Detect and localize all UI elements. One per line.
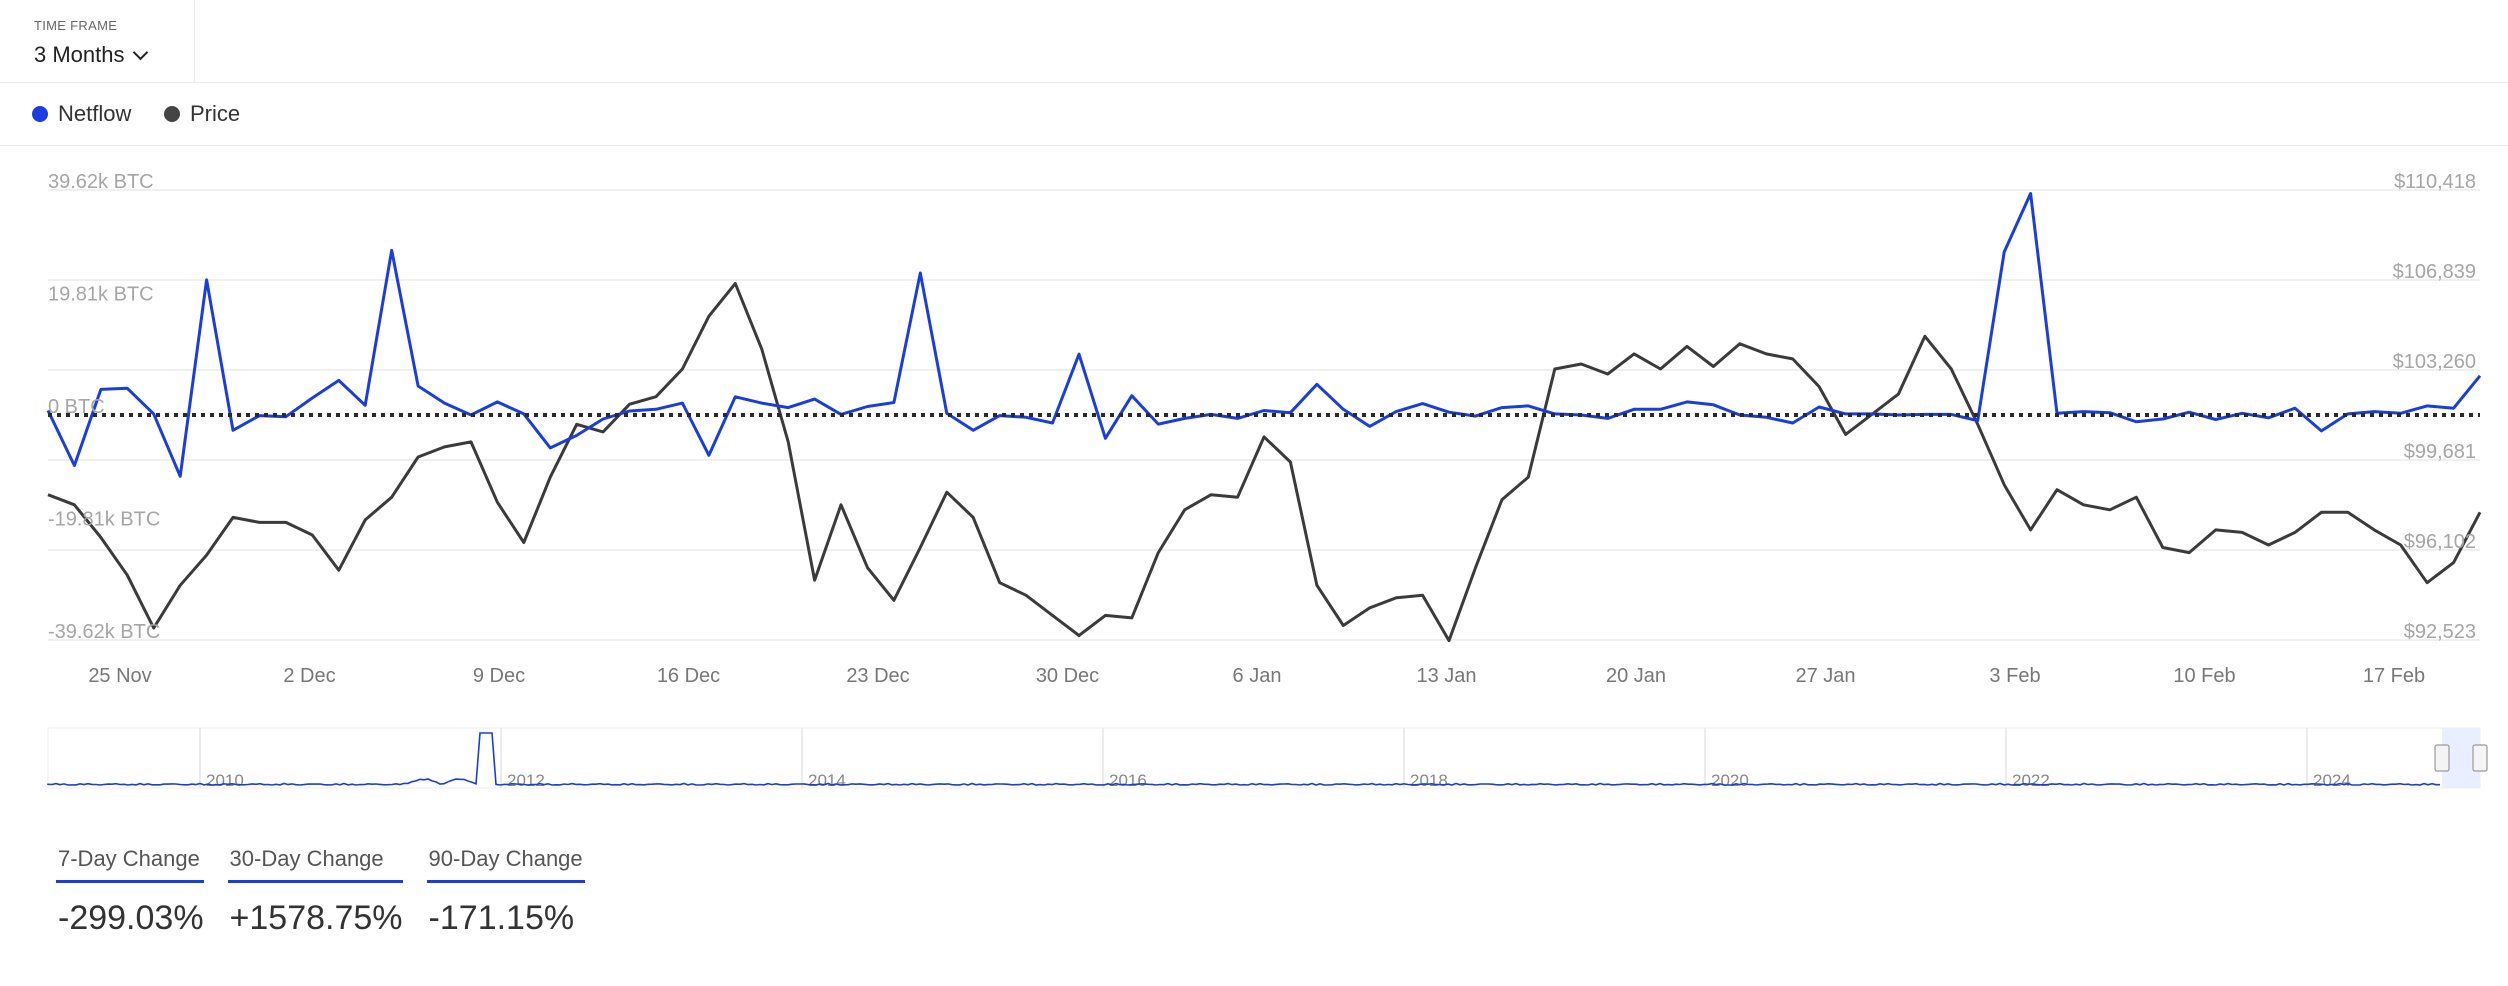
x-axis-tick: 17 Feb — [2363, 665, 2425, 687]
price-dot-icon — [164, 106, 180, 122]
left-axis-tick: -39.62k BTC — [48, 621, 160, 643]
change-30-day-tab[interactable]: 30-Day Change — [227, 846, 403, 883]
right-axis-tick: $96,102 — [2404, 531, 2476, 553]
change-90-day-tab[interactable]: 90-Day Change — [426, 846, 585, 883]
legend-label-netflow: Netflow — [58, 101, 132, 126]
navigator-year-label: 2022 — [2012, 771, 2050, 790]
legend: Netflow Price — [0, 83, 2508, 146]
legend-label-price: Price — [190, 101, 241, 126]
change-30-day-value: +1578.75% — [229, 899, 403, 937]
navigator-year-label: 2012 — [507, 771, 545, 790]
change-30-day: 30-Day Change +1578.75% — [227, 846, 403, 938]
change-90-day-value: -171.15% — [428, 899, 575, 937]
x-axis-tick: 10 Feb — [2173, 665, 2235, 687]
navigator-year-label: 2010 — [206, 771, 244, 790]
change-7-day-value: -299.03% — [58, 899, 204, 937]
change-7-day-tab[interactable]: 7-Day Change — [56, 846, 204, 883]
left-axis-tick: -19.81k BTC — [48, 509, 160, 531]
navigator-frame — [47, 727, 2481, 789]
right-axis-tick: $99,681 — [2404, 441, 2476, 463]
navigator-year-label: 2016 — [1109, 771, 1147, 790]
x-axis-tick: 9 Dec — [473, 665, 525, 687]
time-frame-value: 3 Months — [34, 42, 125, 67]
change-stats: 7-Day Change -299.03% 30-Day Change +157… — [56, 846, 609, 938]
left-axis-tick: 39.62k BTC — [48, 171, 154, 193]
x-axis-tick: 27 Jan — [1795, 665, 1855, 687]
navigator-handle[interactable] — [2434, 744, 2450, 772]
netflow-dot-icon — [32, 106, 48, 122]
x-axis-tick: 20 Jan — [1606, 665, 1666, 687]
x-axis-tick: 23 Dec — [846, 665, 909, 687]
change-7-day: 7-Day Change -299.03% — [56, 846, 204, 938]
navigator-year-label: 2020 — [1711, 771, 1749, 790]
left-axis-tick: 0 BTC — [48, 396, 105, 418]
navigator-year-label: 2014 — [808, 771, 846, 790]
time-frame-selector[interactable]: TIME FRAME 3 Months — [0, 0, 195, 82]
left-axis-tick: 19.81k BTC — [48, 284, 154, 306]
legend-item-price[interactable]: Price — [164, 101, 240, 127]
x-axis-tick: 30 Dec — [1036, 665, 1099, 687]
x-axis-tick: 3 Feb — [1989, 665, 2040, 687]
navigator-series — [47, 732, 2440, 786]
right-axis-tick: $110,418 — [2394, 171, 2476, 193]
navigator-handle[interactable] — [2472, 744, 2488, 772]
x-axis-tick: 25 Nov — [88, 665, 151, 687]
toolbar: TIME FRAME 3 Months — [0, 0, 2508, 83]
time-frame-dropdown[interactable]: 3 Months — [34, 42, 148, 68]
navigator-year-label: 2024 — [2313, 771, 2351, 790]
x-axis-tick: 2 Dec — [283, 665, 335, 687]
price-series-line — [47, 282, 2482, 643]
legend-item-netflow[interactable]: Netflow — [32, 101, 131, 127]
navigator-year-label: 2018 — [1410, 771, 1448, 790]
x-axis-tick: 16 Dec — [657, 665, 720, 687]
right-axis-tick: $103,260 — [2393, 351, 2476, 373]
netflow-series-line — [46, 192, 2482, 478]
x-axis-tick: 6 Jan — [1233, 665, 1282, 687]
right-axis-tick: $92,523 — [2404, 621, 2476, 643]
time-frame-label: TIME FRAME — [34, 18, 118, 33]
change-90-day: 90-Day Change -171.15% — [426, 846, 585, 938]
x-axis-tick: 13 Jan — [1416, 665, 1476, 687]
right-axis-tick: $106,839 — [2393, 261, 2476, 283]
